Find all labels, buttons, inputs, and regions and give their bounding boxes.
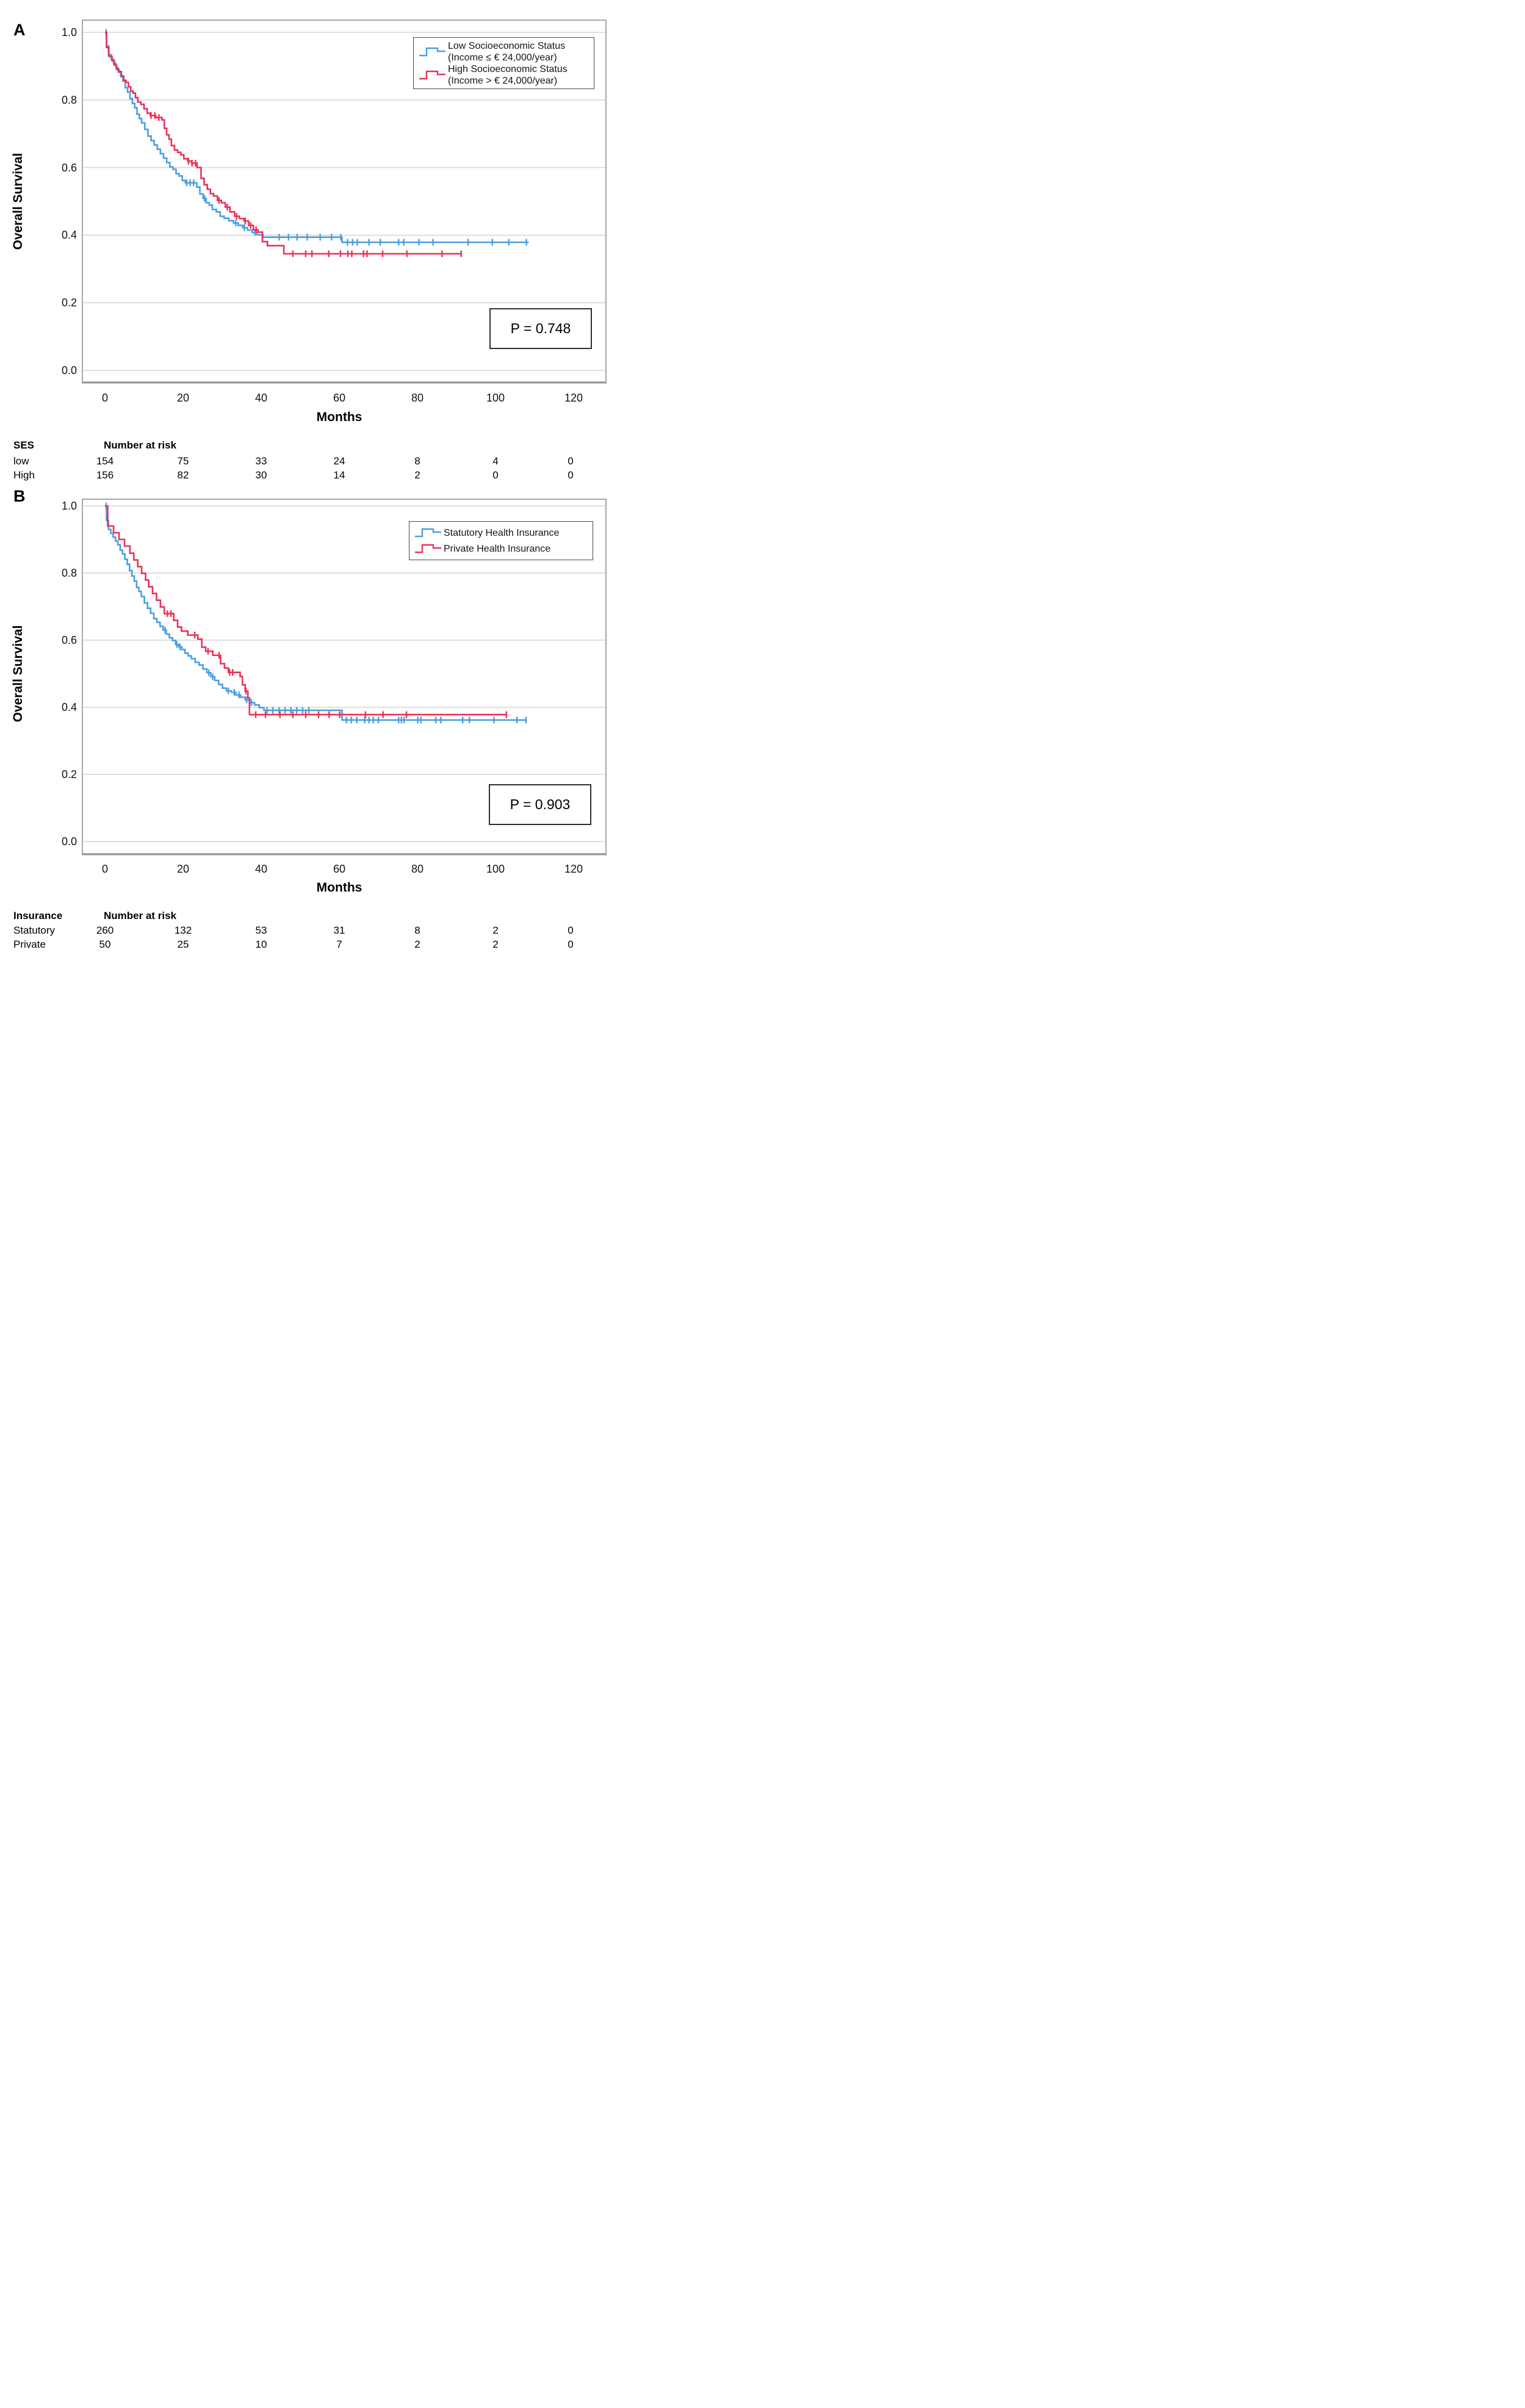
- panel-a-legend: Low Socioeconomic Status (Income ≤ € 24,…: [413, 37, 594, 89]
- panel-b-pvalue-box: P = 0.903: [489, 784, 591, 825]
- risk-count: 0: [568, 925, 574, 936]
- legend-label-high-ses: High Socioeconomic Status: [448, 63, 568, 74]
- panel-a-ytick-0.8: 0.8: [61, 94, 77, 106]
- step-line-icon: [415, 544, 441, 553]
- panel-b-xtick-120: 120: [564, 863, 583, 875]
- step-line-icon: [419, 70, 445, 79]
- panel-a-risk-row-label: High: [13, 469, 35, 481]
- risk-count: 75: [177, 455, 189, 467]
- risk-count: 50: [99, 939, 111, 950]
- step-line-icon: [419, 47, 445, 56]
- panel-b-risk-row-label: Statutory: [13, 925, 56, 936]
- legend-item-statutory: Statutory Health Insurance: [413, 525, 589, 541]
- panel-b-ytick-0.2: 0.2: [61, 768, 77, 780]
- legend-label-private: Private Health Insurance: [444, 543, 551, 554]
- panel-a-y-axis-title: Overall Survival: [11, 153, 25, 250]
- panel-b-xtick-40: 40: [254, 863, 268, 875]
- panel-a-ytick-0.2: 0.2: [61, 297, 77, 309]
- risk-count: 2: [492, 939, 499, 950]
- risk-count: 33: [255, 455, 267, 467]
- risk-count: 0: [568, 939, 574, 950]
- panel-a-xtick-0: 0: [101, 392, 108, 404]
- legend-label-statutory: Statutory Health Insurance: [444, 527, 560, 538]
- panel-b-risk-title: Number at risk: [104, 910, 177, 921]
- risk-count: 10: [255, 939, 267, 950]
- panel-b-ytick-0.4: 0.4: [61, 701, 77, 713]
- panel-b-xtick-0: 0: [101, 863, 108, 875]
- risk-count: 14: [333, 469, 345, 481]
- panel-b-legend: Statutory Health Insurance Private Healt…: [409, 521, 593, 560]
- panel-a-pvalue-box: P = 0.748: [489, 308, 592, 349]
- panel-b-ytick-0.6: 0.6: [61, 634, 77, 646]
- step-line-icon: [415, 528, 441, 538]
- risk-count: 25: [177, 939, 189, 950]
- panel-a-ytick-0.6: 0.6: [61, 162, 77, 174]
- risk-count: 31: [333, 925, 345, 936]
- risk-count: 2: [414, 469, 420, 481]
- panel-a-ytick-1.0: 1.0: [61, 26, 77, 38]
- panel-a-ytick-0.0: 0.0: [61, 364, 77, 377]
- legend-item-high-ses: High Socioeconomic Status (Income > € 24…: [417, 63, 590, 87]
- risk-count: 156: [96, 469, 114, 481]
- legend-sublabel-low-ses: (Income ≤ € 24,000/year): [448, 52, 557, 63]
- panel-a-xtick-80: 80: [411, 392, 424, 404]
- panel-b-risk-row-label: Private: [13, 939, 46, 950]
- risk-count: 2: [414, 939, 420, 950]
- panel-a-risk-group-header: SES: [13, 439, 35, 451]
- km-survival-figure: A Overall Survival 1.0 0.8 0.6 0.4 0.2 0…: [0, 0, 610, 964]
- panel-b-ytick-1.0: 1.0: [61, 500, 77, 512]
- panel-a-xtick-40: 40: [254, 392, 268, 404]
- panel-b-xtick-100: 100: [486, 863, 505, 875]
- panel-b-xtick-80: 80: [411, 863, 424, 875]
- panel-b-ytick-0.8: 0.8: [61, 567, 77, 579]
- survival-curves-canvas: [82, 20, 607, 856]
- risk-count: 2: [492, 925, 499, 936]
- panel-b-risk-group-header: Insurance: [13, 910, 63, 921]
- risk-count: 8: [414, 925, 420, 936]
- panel-a-xtick-120: 120: [564, 392, 583, 404]
- risk-count: 0: [568, 469, 574, 481]
- panel-a-xtick-20: 20: [176, 392, 190, 404]
- risk-count: 132: [174, 925, 192, 936]
- legend-sublabel-high-ses: (Income > € 24,000/year): [448, 75, 558, 86]
- risk-count: 30: [255, 469, 267, 481]
- panel-a-letter: A: [13, 21, 26, 39]
- risk-count: 0: [492, 469, 499, 481]
- panel-a-xtick-60: 60: [333, 392, 346, 404]
- panel-b-xtick-60: 60: [333, 863, 346, 875]
- risk-count: 7: [336, 939, 342, 950]
- panel-a-x-axis-title: Months: [316, 410, 362, 424]
- panel-a-risk-row-label: low: [13, 455, 29, 467]
- panel-b-letter: B: [13, 487, 26, 505]
- legend-item-low-ses: Low Socioeconomic Status (Income ≤ € 24,…: [417, 40, 590, 63]
- panel-a-xtick-100: 100: [486, 392, 505, 404]
- risk-count: 24: [333, 455, 345, 467]
- risk-count: 260: [96, 925, 114, 936]
- panel-b-x-axis-title: Months: [316, 881, 362, 895]
- risk-count: 4: [492, 455, 499, 467]
- legend-item-private: Private Health Insurance: [413, 541, 589, 557]
- risk-count: 154: [96, 455, 114, 467]
- panel-a-risk-title: Number at risk: [104, 439, 177, 451]
- risk-count: 82: [177, 469, 189, 481]
- legend-label-low-ses: Low Socioeconomic Status: [448, 40, 566, 51]
- panel-a-ytick-0.4: 0.4: [61, 229, 77, 241]
- panel-b-pvalue-text: P = 0.903: [510, 796, 571, 812]
- risk-count: 8: [414, 455, 420, 467]
- risk-count: 0: [568, 455, 574, 467]
- panel-b-xtick-20: 20: [176, 863, 190, 875]
- panel-b-y-axis-title: Overall Survival: [11, 625, 25, 723]
- panel-b-ytick-0.0: 0.0: [61, 835, 77, 848]
- panel-a-pvalue-text: P = 0.748: [510, 320, 571, 336]
- risk-count: 53: [255, 925, 267, 936]
